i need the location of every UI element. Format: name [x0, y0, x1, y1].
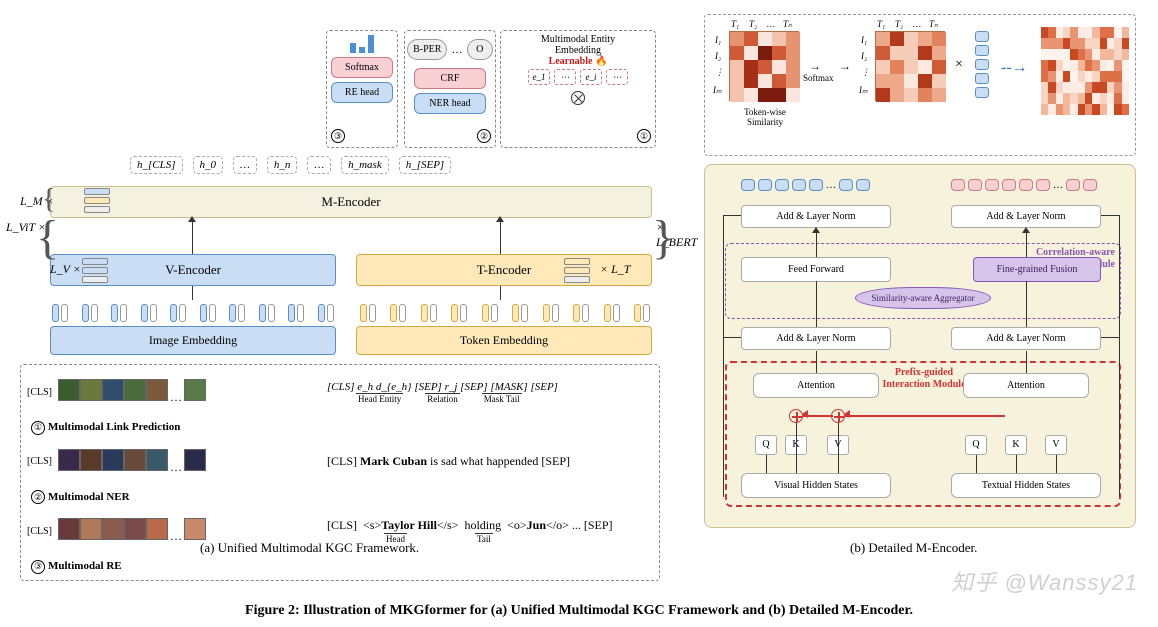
row2-idx: ② — [31, 490, 45, 504]
row3-idx: ③ — [31, 560, 45, 574]
row3-title: Multimodal RE — [48, 560, 122, 572]
visual-slots — [52, 300, 334, 322]
figure-caption: Figure 2: Illustration of MKGformer for … — [0, 603, 1158, 619]
lt-label: × L_T — [600, 262, 630, 277]
text-slots — [360, 300, 650, 322]
m-stack-icon — [84, 188, 112, 212]
dashed-arrow-icon: - - → — [1001, 59, 1026, 77]
cls-tag: [CLS] — [27, 456, 52, 467]
dots: … — [452, 44, 463, 56]
arrow — [500, 286, 501, 300]
multiply-icon: × — [955, 57, 963, 73]
re-idx: ③ — [331, 129, 345, 143]
similarity-aggregator: Similarity-aware Aggregator — [855, 287, 991, 309]
mme-title2: Embedding — [501, 45, 655, 56]
v-stack-icon — [82, 258, 110, 282]
h-outputs: h_[CLS]h_0…h_n…h_maskh_[SEP] — [130, 156, 660, 174]
heatmap-attn — [875, 31, 945, 101]
oplus-k — [789, 409, 803, 423]
softmax-pill: Softmax — [331, 57, 393, 78]
ner-idx: ② — [477, 129, 491, 143]
mme-title1: Multimodal Entity — [501, 34, 655, 45]
left-subcaption: (a) Unified Multimodal KGC Framework. — [200, 540, 419, 556]
q-vis: Q — [755, 435, 777, 455]
row2-title: Multimodal NER — [48, 491, 130, 503]
right-subcaption: (b) Detailed M-Encoder. — [850, 540, 977, 556]
row-ner: [CLS] … [CLS] Mark Cuban is sad what hap… — [27, 439, 653, 485]
right-panel: Token-wise Similarity T₁T₂…Tₙ I₁I₂⋮Iₘ → … — [700, 14, 1140, 530]
watermark: 知乎 @Wanssy21 — [951, 565, 1138, 597]
mme-idx: ① — [637, 129, 651, 143]
vector-column — [975, 31, 989, 98]
row-link-pred: [CLS] … [CLS] e_h d_{e_h} [SEP] r_j [SEP… — [27, 369, 653, 415]
add-ln-vis-mid: Add & Layer Norm — [741, 327, 891, 350]
arrowhead-icon — [496, 216, 504, 222]
red-arrowhead-icon — [802, 410, 808, 418]
arrowhead-icon — [188, 216, 196, 222]
crf-pill: CRF — [414, 68, 486, 89]
red-arrow — [845, 415, 1005, 417]
oplus-v — [831, 409, 845, 423]
softmax-bars — [327, 35, 397, 53]
brace-lbert: } — [652, 210, 675, 265]
add-ln-vis-top: Add & Layer Norm — [741, 205, 891, 228]
otimes-icon — [571, 91, 585, 105]
m-encoder-detail: … … Add & Layer Norm Add & Layer Norm Co… — [704, 164, 1136, 528]
mme-learnable: Learnable 🔥 — [501, 56, 655, 67]
row1-idx: ① — [31, 421, 45, 435]
mme-cells: e_1⋯e_i⋯ — [501, 69, 655, 85]
image-embedding: Image Embedding — [50, 326, 336, 355]
feed-forward: Feed Forward — [741, 257, 891, 282]
heatmap-similarity — [729, 31, 799, 101]
text-out-tokens: … — [951, 175, 1097, 195]
visual-hidden-states: Visual Hidden States — [741, 473, 891, 498]
attention-vis: Attention — [753, 373, 879, 398]
brace-lvit: { — [36, 210, 59, 265]
add-ln-txt-mid: Add & Layer Norm — [951, 327, 1101, 350]
q-txt: Q — [965, 435, 987, 455]
red-arrowhead-icon — [844, 410, 850, 418]
re-head-pill: RE head — [331, 82, 393, 103]
relation-label: Relation — [425, 393, 460, 404]
re-text: [CLS] <s>Taylor Hill</s> holding <o>Jun<… — [327, 518, 613, 532]
mask-tail-label: Mask Tail — [482, 393, 522, 404]
v-txt: V — [1045, 435, 1067, 455]
arrow — [192, 286, 193, 300]
heatmap-group: Token-wise Similarity T₁T₂…Tₙ I₁I₂⋮Iₘ → … — [704, 14, 1136, 156]
t-stack-icon — [564, 258, 592, 282]
token-embedding: Token Embedding — [356, 326, 652, 355]
row1-title: Multimodal Link Prediction — [48, 421, 180, 433]
fine-grained-fusion: Fine-grained Fusion — [973, 257, 1101, 282]
textual-hidden-states: Textual Hidden States — [951, 473, 1101, 498]
heatmap-output — [1041, 27, 1129, 115]
head-entity-label: Head Entity — [356, 393, 403, 404]
mme-box: Multimodal Entity Embedding Learnable 🔥 … — [500, 30, 656, 148]
ner-text: [CLS] Mark Cuban is sad what happended [… — [327, 454, 570, 468]
visual-out-tokens: … — [741, 175, 870, 195]
figure-root: Softmax RE head ③ B-PER … O CRF NER head… — [0, 0, 1158, 627]
ner-head-box: B-PER … O CRF NER head ② — [404, 30, 496, 148]
left-panel: Softmax RE head ③ B-PER … O CRF NER head… — [20, 10, 680, 530]
k-txt: K — [1005, 435, 1027, 455]
bper-tag: B-PER — [407, 39, 447, 60]
sim-caption: Token-wise Similarity — [727, 107, 803, 127]
softmax-arrow: Softmax — [803, 73, 834, 83]
cls-tag: [CLS] — [27, 526, 52, 537]
arrow — [500, 218, 501, 254]
o-tag: O — [467, 39, 493, 60]
tag-row: B-PER … O — [405, 35, 495, 64]
add-ln-txt-top: Add & Layer Norm — [951, 205, 1101, 228]
tail-label: Tail — [475, 533, 493, 544]
re-head-box: Softmax RE head ③ — [326, 30, 398, 148]
arrow — [192, 218, 193, 254]
ner-head-pill: NER head — [414, 93, 486, 114]
m-encoder: M-Encoder — [50, 186, 652, 218]
cls-tag: [CLS] — [27, 387, 52, 398]
attention-txt: Attention — [963, 373, 1089, 398]
